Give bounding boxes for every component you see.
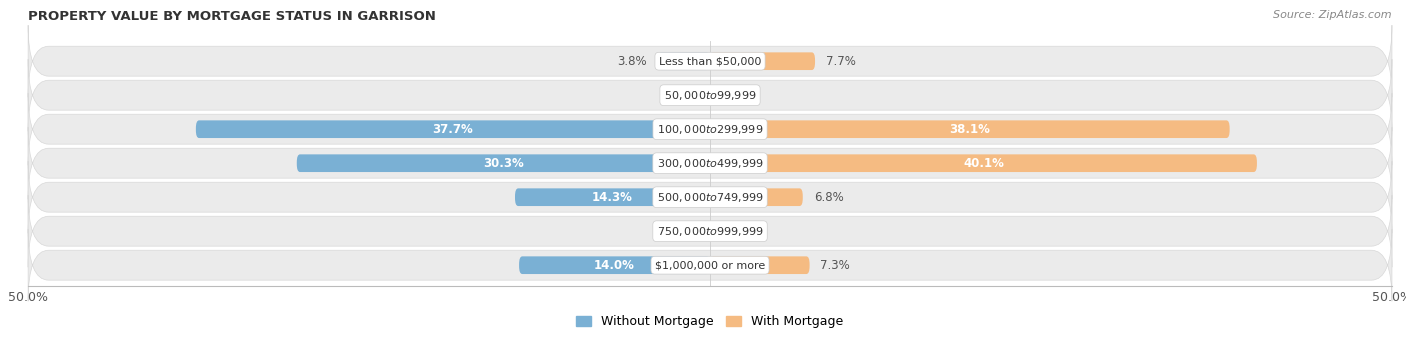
FancyBboxPatch shape: [297, 154, 710, 172]
Text: $50,000 to $99,999: $50,000 to $99,999: [664, 89, 756, 102]
FancyBboxPatch shape: [658, 52, 710, 70]
Text: $750,000 to $999,999: $750,000 to $999,999: [657, 225, 763, 238]
FancyBboxPatch shape: [28, 93, 1392, 165]
Text: PROPERTY VALUE BY MORTGAGE STATUS IN GARRISON: PROPERTY VALUE BY MORTGAGE STATUS IN GAR…: [28, 10, 436, 23]
FancyBboxPatch shape: [28, 229, 1392, 301]
Text: 37.7%: 37.7%: [433, 123, 474, 136]
Text: $100,000 to $299,999: $100,000 to $299,999: [657, 123, 763, 136]
Text: Less than $50,000: Less than $50,000: [659, 56, 761, 66]
Legend: Without Mortgage, With Mortgage: Without Mortgage, With Mortgage: [571, 310, 849, 333]
Text: 30.3%: 30.3%: [484, 157, 524, 170]
FancyBboxPatch shape: [28, 127, 1392, 199]
Text: $500,000 to $749,999: $500,000 to $749,999: [657, 191, 763, 204]
FancyBboxPatch shape: [710, 154, 1257, 172]
FancyBboxPatch shape: [710, 256, 810, 274]
FancyBboxPatch shape: [28, 59, 1392, 131]
Text: 6.8%: 6.8%: [814, 191, 844, 204]
FancyBboxPatch shape: [515, 188, 710, 206]
Text: Source: ZipAtlas.com: Source: ZipAtlas.com: [1274, 10, 1392, 20]
Text: 38.1%: 38.1%: [949, 123, 990, 136]
Text: 40.1%: 40.1%: [963, 157, 1004, 170]
FancyBboxPatch shape: [710, 188, 803, 206]
FancyBboxPatch shape: [710, 120, 1230, 138]
FancyBboxPatch shape: [28, 195, 1392, 267]
Text: 7.3%: 7.3%: [821, 259, 851, 272]
FancyBboxPatch shape: [28, 161, 1392, 233]
Text: $1,000,000 or more: $1,000,000 or more: [655, 260, 765, 270]
FancyBboxPatch shape: [195, 120, 710, 138]
FancyBboxPatch shape: [28, 25, 1392, 97]
Text: 7.7%: 7.7%: [825, 55, 856, 68]
Text: 3.8%: 3.8%: [617, 55, 647, 68]
Text: $300,000 to $499,999: $300,000 to $499,999: [657, 157, 763, 170]
Text: 14.3%: 14.3%: [592, 191, 633, 204]
FancyBboxPatch shape: [519, 256, 710, 274]
Text: 14.0%: 14.0%: [595, 259, 636, 272]
FancyBboxPatch shape: [710, 52, 815, 70]
